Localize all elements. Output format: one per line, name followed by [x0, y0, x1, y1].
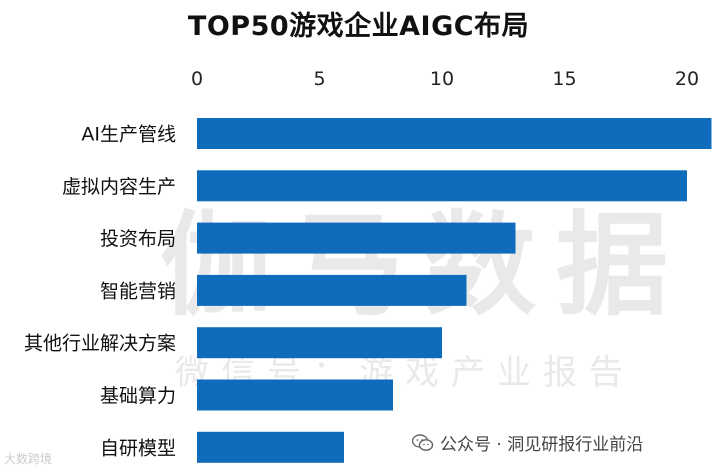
category-label: 其他行业解决方案 [24, 333, 176, 355]
bar [197, 222, 516, 254]
bar [197, 170, 687, 202]
wechat-icon [411, 433, 434, 452]
x-tick-label: 15 [552, 68, 576, 90]
x-tick-label: 0 [191, 68, 203, 90]
bar [197, 118, 712, 149]
chart-title: TOP50游戏企业AIGC布局 [187, 11, 530, 42]
x-tick-label: 5 [313, 68, 325, 90]
category-label: 智能营销 [100, 280, 176, 302]
category-label: 投资布局 [100, 228, 176, 250]
bar [197, 274, 467, 306]
caption-text: 公众号 · 洞见研报行业前沿 [440, 435, 644, 455]
category-label: AI生产管线 [81, 124, 176, 146]
category-label: 虚拟内容生产 [62, 176, 176, 198]
wechat-caption: 公众号 · 洞见研报行业前沿 [411, 430, 644, 455]
bar [197, 379, 393, 411]
x-tick-label: 20 [675, 68, 699, 90]
bar [197, 327, 442, 359]
category-label: 自研模型 [100, 437, 176, 459]
source-badge: 大数跨境 [4, 452, 53, 466]
bar [197, 431, 344, 463]
category-label: 基础算力 [100, 385, 176, 407]
x-tick-label: 10 [430, 68, 454, 90]
